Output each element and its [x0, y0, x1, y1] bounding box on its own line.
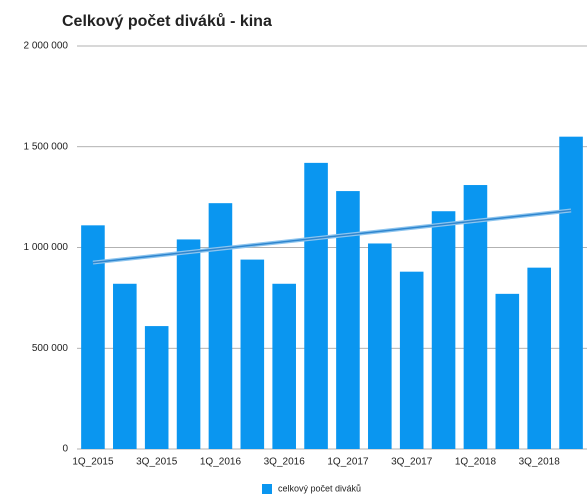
y-tick-label: 2 000 000 [24, 41, 69, 52]
x-tick-label: 3Q_2015 [136, 457, 178, 468]
bar [431, 211, 456, 449]
legend-swatch [262, 484, 272, 494]
bar [176, 239, 201, 449]
y-tick-label: 1 000 000 [24, 242, 69, 253]
bar [463, 185, 488, 449]
x-tick-label: 1Q_2016 [200, 457, 242, 468]
bar [144, 326, 169, 449]
bar [336, 191, 360, 449]
bar [368, 243, 392, 449]
legend-label: celkový počet diváků [278, 483, 361, 493]
trendline-core [92, 209, 572, 264]
bar [527, 267, 551, 449]
y-tick-label: 1 500 000 [24, 141, 69, 152]
bar [208, 203, 233, 449]
x-tick-label: 3Q_2017 [391, 457, 433, 468]
x-tick-label: 1Q_2018 [455, 457, 497, 468]
chart-title: Celkový počet diváků - kina [62, 13, 272, 30]
bar [272, 283, 296, 449]
bar [81, 225, 105, 449]
y-tick-label: 500 000 [32, 343, 69, 354]
bar [559, 136, 583, 450]
x-tick-label: 3Q_2018 [519, 457, 561, 468]
bar [304, 162, 328, 449]
y-tick-label: 0 [62, 444, 68, 455]
x-tick-label: 3Q_2016 [264, 457, 306, 468]
x-tick-label: 1Q_2017 [327, 457, 369, 468]
x-tick-label: 1Q_2015 [72, 457, 114, 468]
bar [495, 293, 520, 449]
bar [240, 259, 265, 449]
bar [399, 271, 424, 449]
bar [113, 283, 137, 449]
